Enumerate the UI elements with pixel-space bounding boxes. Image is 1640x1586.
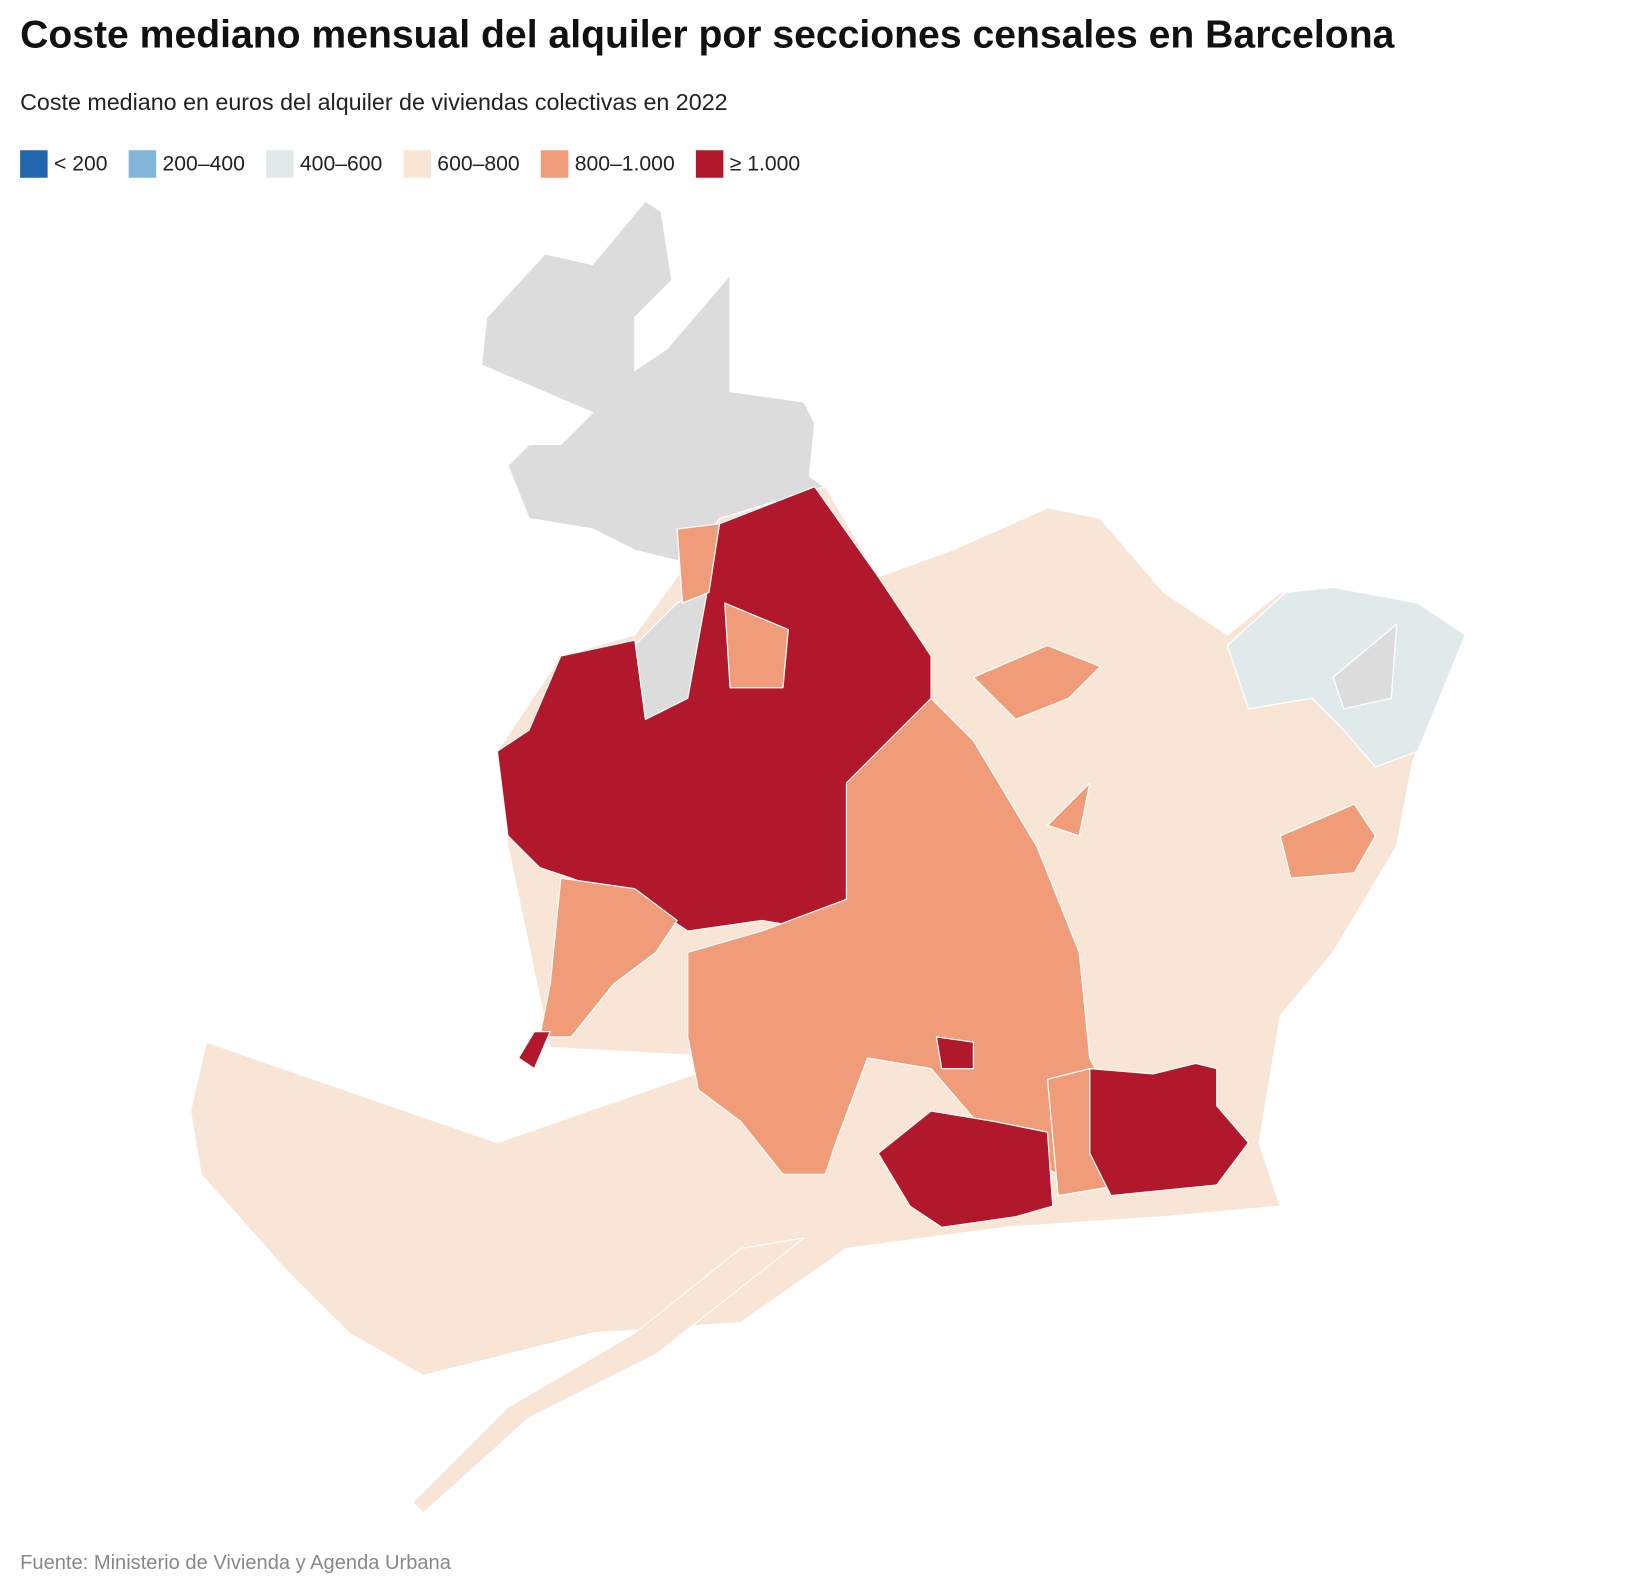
legend-label: 400–600: [300, 152, 382, 175]
subtitle: Coste mediano en euros del alquiler de v…: [20, 89, 727, 115]
region: [538, 877, 678, 1038]
region: [935, 1036, 975, 1070]
region: [517, 1030, 551, 1070]
region: [724, 602, 789, 689]
legend-swatch: [128, 150, 157, 178]
region: [972, 644, 1102, 721]
legend: < 200 200–400 400–600 600–800 800–1.000 ≥ 1.0…: [20, 150, 800, 178]
legend-label: 200–400: [163, 152, 245, 175]
legend-swatch: [695, 150, 724, 178]
legend-swatch: [540, 150, 569, 178]
legend-swatch: [403, 150, 431, 178]
region: [877, 1110, 1054, 1228]
title: Coste mediano mensual del alquiler por s…: [20, 14, 1395, 57]
region: [480, 200, 832, 562]
legend-label: 600–800: [437, 152, 519, 175]
legend-swatch: [20, 150, 48, 178]
region: [412, 1237, 805, 1514]
legend-label: < 200: [54, 152, 108, 175]
region: [676, 523, 721, 604]
region: [1046, 782, 1091, 837]
region: [687, 697, 1123, 1176]
source: Fuente: Ministerio de Vivienda y Agenda …: [20, 1552, 452, 1574]
legend-label: ≥ 1.000: [730, 152, 800, 175]
region: [1332, 623, 1398, 710]
region: [1089, 1062, 1250, 1197]
legend-label: 800–1.000: [575, 152, 675, 175]
legend-swatch: [266, 150, 294, 178]
map: [189, 200, 1467, 1514]
region: [1279, 803, 1377, 879]
